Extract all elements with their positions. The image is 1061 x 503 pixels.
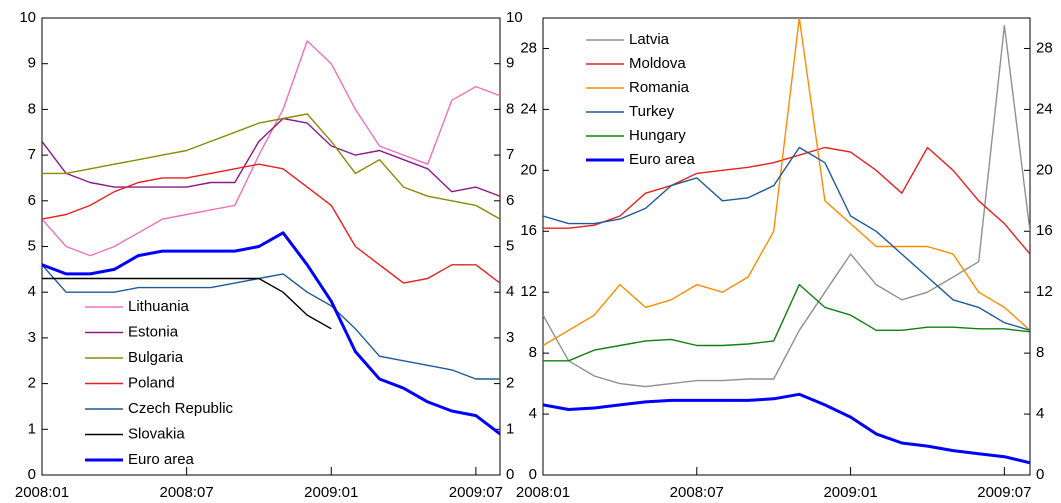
series-line [42, 264, 500, 380]
series-line [543, 24, 1030, 388]
y2-tick-label: 4 [1036, 405, 1044, 422]
y-tick-label: 0 [529, 466, 537, 483]
y2-tick-label: 3 [506, 329, 514, 346]
legend-label: Romania [629, 79, 690, 96]
y2-tick-label: 24 [1036, 100, 1053, 117]
plot-lines [543, 18, 1030, 465]
y2-tick-label: 2 [506, 375, 514, 392]
legend-label: Lithuania [128, 298, 190, 315]
series-line [42, 277, 332, 330]
y2-tick-label: 6 [506, 192, 514, 209]
y2-tick-label: 0 [506, 466, 514, 483]
y2-tick-label: 4 [506, 283, 514, 300]
y2-tick-label: 28 [1036, 39, 1053, 56]
x-tick-label: 2008:07 [160, 484, 214, 501]
y-tick-label: 16 [520, 222, 537, 239]
y-tick-label: 8 [529, 344, 537, 361]
y-tick-label: 28 [520, 39, 537, 56]
y-tick-label: 20 [520, 161, 537, 178]
series-line [42, 117, 500, 197]
plot-lines [42, 40, 500, 436]
y-tick-label: 1 [28, 420, 36, 437]
y-tick-label: 6 [28, 192, 36, 209]
series-line [543, 18, 1030, 347]
x-tick-label: 2009:01 [823, 484, 877, 501]
series-line [543, 392, 1030, 465]
legend-label: Hungary [629, 127, 686, 144]
series-line [543, 146, 1030, 331]
panel: 0 0 4 4 8 8 12 12 16 16 20 20 24 24 28 28 2008:01 2008:07… [516, 17, 1053, 501]
y-tick-label: 0 [28, 466, 36, 483]
series-line [543, 146, 1030, 255]
y-tick-label: 2 [28, 375, 36, 392]
legend: Lithuania Estonia Bulgaria Poland Czech Repu… [85, 298, 234, 468]
legend-label: Slovakia [128, 425, 185, 442]
legend-label: Euro area [629, 151, 696, 168]
y-tick-label: 8 [28, 100, 36, 117]
y2-tick-label: 12 [1036, 283, 1053, 300]
series-line [42, 163, 500, 284]
panel: 0 0 1 1 2 2 3 3 4 4 5 5 6 6 7 7 8 8 9 9 10 10 2008:01 2008:07 20… [15, 9, 523, 501]
series-line [42, 231, 500, 436]
legend-label: Estonia [128, 323, 179, 340]
y-tick-label: 10 [19, 9, 36, 26]
series-line [42, 40, 500, 257]
x-tick-label: 2008:01 [516, 484, 570, 501]
y2-tick-label: 9 [506, 55, 514, 72]
x-tick-label: 2009:01 [304, 484, 358, 501]
y-tick-label: 12 [520, 283, 537, 300]
y2-tick-label: 0 [1036, 466, 1044, 483]
x-tick-label: 2009:07 [977, 484, 1031, 501]
y2-tick-label: 8 [1036, 344, 1044, 361]
y2-tick-label: 7 [506, 146, 514, 163]
y-tick-label: 9 [28, 55, 36, 72]
legend-label: Bulgaria [128, 349, 184, 366]
x-tick-label: 2008:01 [15, 484, 69, 501]
y2-tick-label: 8 [506, 100, 514, 117]
x-tick-label: 2009:07 [449, 484, 503, 501]
legend-label: Euro area [128, 451, 195, 468]
y-tick-label: 5 [28, 237, 36, 254]
y2-tick-label: 10 [506, 9, 523, 26]
series-line [42, 113, 500, 220]
y-tick-label: 24 [520, 100, 537, 117]
plot-frame [542, 17, 1031, 476]
y-tick-label: 7 [28, 146, 36, 163]
legend-label: Moldova [629, 55, 686, 72]
legend-label: Czech Republic [128, 400, 234, 417]
legend-label: Poland [128, 374, 175, 391]
y2-tick-label: 1 [506, 420, 514, 437]
y-tick-label: 4 [28, 283, 36, 300]
y2-tick-label: 16 [1036, 222, 1053, 239]
series-line [543, 283, 1030, 362]
legend-label: Turkey [629, 103, 675, 120]
x-tick-label: 2008:07 [670, 484, 724, 501]
y2-tick-label: 20 [1036, 161, 1053, 178]
y-tick-label: 3 [28, 329, 36, 346]
y2-tick-label: 5 [506, 237, 514, 254]
plot-frame [41, 17, 501, 476]
legend-label: Latvia [629, 31, 670, 48]
legend: Latvia Moldova Romania Turkey Hungary Euro ar… [586, 31, 696, 168]
y-tick-label: 4 [529, 405, 537, 422]
